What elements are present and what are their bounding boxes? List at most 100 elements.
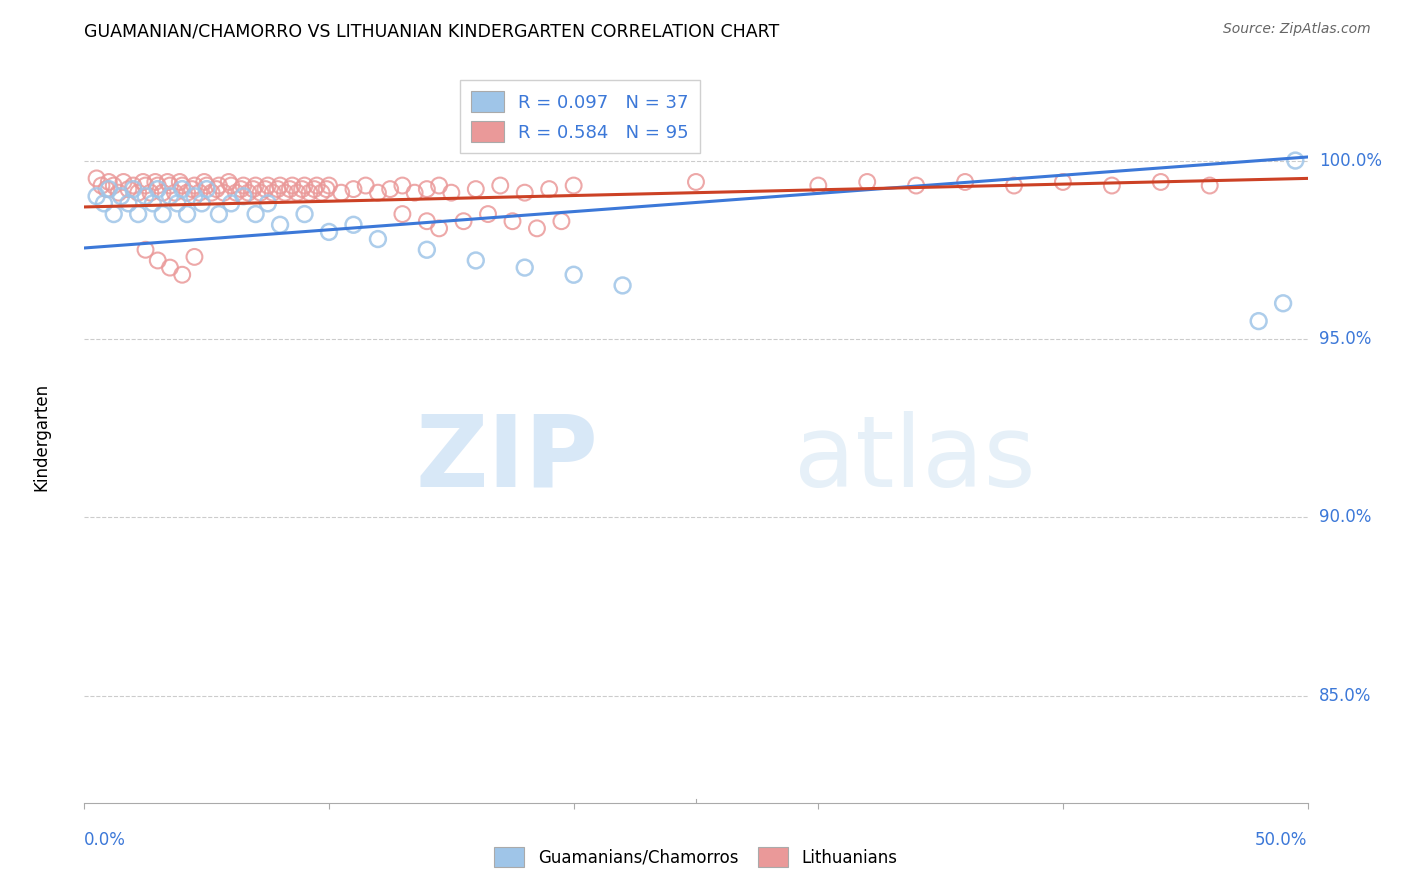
Point <box>122 182 145 196</box>
Point <box>169 175 191 189</box>
Point <box>181 182 204 196</box>
Point <box>1284 153 1306 168</box>
Point <box>274 186 297 200</box>
Text: 90.0%: 90.0% <box>1319 508 1371 526</box>
Point <box>183 250 205 264</box>
Point <box>127 186 149 200</box>
Point <box>159 189 181 203</box>
Text: GUAMANIAN/CHAMORRO VS LITHUANIAN KINDERGARTEN CORRELATION CHART: GUAMANIAN/CHAMORRO VS LITHUANIAN KINDERG… <box>84 22 779 40</box>
Point <box>183 178 205 193</box>
Point <box>193 175 215 189</box>
Point <box>298 186 321 200</box>
Point <box>159 178 181 193</box>
Point <box>107 186 129 200</box>
Point <box>305 178 328 193</box>
Text: 100.0%: 100.0% <box>1319 152 1382 169</box>
Point <box>254 182 277 196</box>
Point <box>304 182 326 196</box>
Point <box>103 178 125 193</box>
Point <box>117 196 139 211</box>
Point <box>205 182 228 196</box>
Point <box>562 268 585 282</box>
Point <box>93 196 115 211</box>
Point <box>416 243 439 257</box>
Point <box>219 196 242 211</box>
Point <box>513 186 536 200</box>
Point <box>172 178 194 193</box>
Point <box>127 207 149 221</box>
Point <box>294 207 316 221</box>
Point <box>953 175 976 189</box>
Text: atlas: atlas <box>794 410 1035 508</box>
Point <box>212 186 235 200</box>
Point <box>464 253 486 268</box>
Point <box>195 178 218 193</box>
Point <box>427 178 450 193</box>
Point <box>1272 296 1295 310</box>
Point <box>513 260 536 275</box>
Point <box>249 186 271 200</box>
Point <box>354 178 377 193</box>
Point <box>132 175 155 189</box>
Point <box>90 178 112 193</box>
Point <box>612 278 634 293</box>
Point <box>269 178 291 193</box>
Point <box>97 175 120 189</box>
Point <box>1101 178 1123 193</box>
Point <box>501 214 523 228</box>
Point <box>1052 175 1074 189</box>
Point <box>103 207 125 221</box>
Point <box>172 268 194 282</box>
Point <box>163 186 186 200</box>
Point <box>139 186 162 200</box>
Legend: Guamanians/Chamorros, Lithuanians: Guamanians/Chamorros, Lithuanians <box>486 839 905 875</box>
Point <box>166 196 188 211</box>
Point <box>550 214 572 228</box>
Point <box>176 207 198 221</box>
Point <box>342 218 364 232</box>
Point <box>229 182 252 196</box>
Point <box>391 178 413 193</box>
Point <box>294 178 316 193</box>
Text: 0.0%: 0.0% <box>84 831 127 849</box>
Text: 95.0%: 95.0% <box>1319 330 1371 348</box>
Point <box>117 182 139 196</box>
Point <box>391 207 413 221</box>
Point <box>404 186 426 200</box>
Point <box>905 178 928 193</box>
Point <box>143 175 166 189</box>
Point <box>135 243 157 257</box>
Point <box>318 225 340 239</box>
Point <box>225 186 247 200</box>
Point <box>122 178 145 193</box>
Point <box>135 189 157 203</box>
Point <box>367 186 389 200</box>
Point <box>146 178 169 193</box>
Point <box>685 175 707 189</box>
Point <box>257 196 280 211</box>
Point <box>152 207 174 221</box>
Point <box>477 207 499 221</box>
Point <box>257 178 280 193</box>
Point <box>232 189 254 203</box>
Point <box>183 189 205 203</box>
Point <box>208 207 231 221</box>
Point <box>856 175 879 189</box>
Point <box>219 178 242 193</box>
Point <box>278 182 301 196</box>
Point <box>1247 314 1270 328</box>
Point <box>330 186 353 200</box>
Point <box>176 186 198 200</box>
Text: ZIP: ZIP <box>415 410 598 508</box>
Point <box>315 182 337 196</box>
Point <box>112 175 135 189</box>
Point <box>152 186 174 200</box>
Point <box>135 178 157 193</box>
Point <box>440 186 463 200</box>
Point <box>172 182 194 196</box>
Point <box>285 186 308 200</box>
Point <box>159 260 181 275</box>
Point <box>245 207 267 221</box>
Text: 50.0%: 50.0% <box>1256 831 1308 849</box>
Point <box>380 182 402 196</box>
